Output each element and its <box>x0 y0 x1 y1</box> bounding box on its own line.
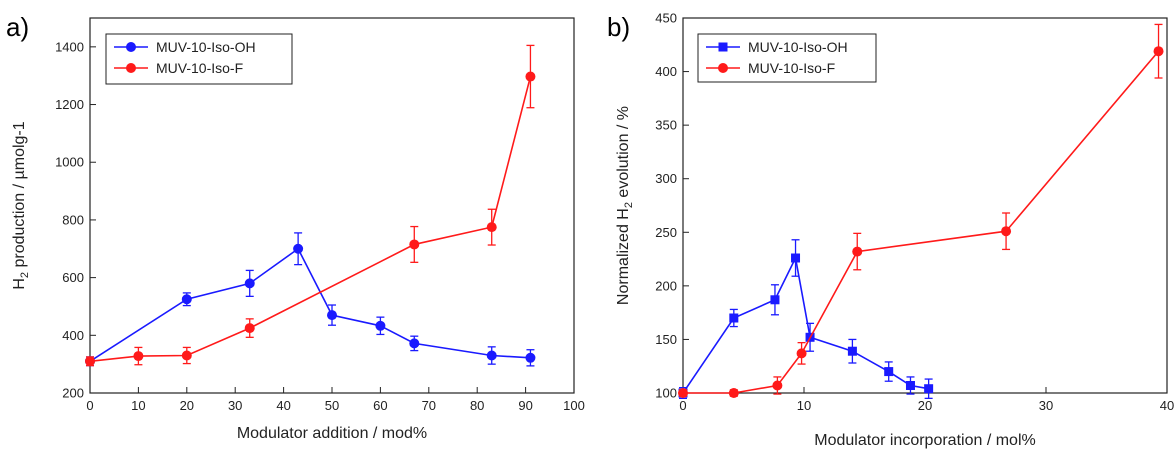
data-point <box>327 310 337 320</box>
legend-marker <box>719 43 728 52</box>
y-tick-label: 400 <box>62 328 84 343</box>
y-tick-label: 800 <box>62 212 84 227</box>
y-axis-label: H2 production / µmolg-1 <box>11 121 31 289</box>
data-point <box>293 244 303 254</box>
data-point <box>133 351 143 361</box>
y-axis-label-rest: production / µmolg-1 <box>11 121 28 272</box>
data-point <box>1154 46 1164 56</box>
x-tick-label: 50 <box>325 398 339 413</box>
x-tick-label: 80 <box>470 398 484 413</box>
y-tick-label: 1200 <box>55 97 84 112</box>
y-tick-label: 100 <box>655 386 677 401</box>
y-tick-label: 1400 <box>55 39 84 54</box>
x-axis-label: Modulator incorporation / mol% <box>814 432 1035 449</box>
data-point <box>906 381 915 390</box>
panel-a-letter: a) <box>6 12 29 42</box>
series-line <box>90 249 530 362</box>
y-tick-label: 250 <box>655 225 677 240</box>
data-point <box>797 348 807 358</box>
data-point <box>525 353 535 363</box>
data-point <box>884 367 893 376</box>
series-a-2 <box>85 45 535 366</box>
data-point <box>487 222 497 232</box>
data-point <box>525 72 535 82</box>
series-line <box>683 51 1159 393</box>
y-tick-label: 450 <box>655 11 677 26</box>
y-tick-label: 600 <box>62 270 84 285</box>
x-tick-label: 100 <box>563 398 585 413</box>
x-tick-label: 30 <box>228 398 242 413</box>
legend-marker <box>126 42 136 52</box>
panel-b-letter: b) <box>607 12 630 42</box>
data-point <box>852 247 862 257</box>
x-tick-label: 90 <box>518 398 532 413</box>
legend-b: MUV-10-Iso-OH MUV-10-Iso-F <box>698 34 876 82</box>
data-point <box>924 384 933 393</box>
data-point <box>848 347 857 356</box>
panel-b-chart: b) 0 10 20 30 40 100 150 200 250 300 350 400 450 Modu… <box>607 11 1174 450</box>
legend-marker <box>126 63 136 73</box>
data-point <box>772 381 782 391</box>
y-tick-label: 1000 <box>55 155 84 170</box>
data-point <box>1001 226 1011 236</box>
legend-label: MUV-10-Iso-OH <box>156 39 256 55</box>
x-tick-label: 20 <box>918 398 932 413</box>
y-axis-label: Normalized H2 evolution / % <box>615 106 635 305</box>
data-point <box>729 314 738 323</box>
y-tick-label: 350 <box>655 118 677 133</box>
data-point <box>791 254 800 263</box>
legend-label: MUV-10-Iso-F <box>748 60 835 76</box>
data-point <box>85 356 95 366</box>
y-tick-label: 200 <box>655 278 677 293</box>
data-point <box>678 388 688 398</box>
data-point <box>245 323 255 333</box>
x-tick-label: 30 <box>1039 398 1053 413</box>
x-tick-label: 40 <box>1160 398 1174 413</box>
data-point <box>770 295 779 304</box>
data-point <box>182 294 192 304</box>
y-tick-label: 150 <box>655 332 677 347</box>
legend-label: MUV-10-Iso-F <box>156 60 243 76</box>
y-tick-label: 200 <box>62 386 84 401</box>
data-point <box>375 321 385 331</box>
data-point <box>409 338 419 348</box>
legend-marker <box>718 63 728 73</box>
panel-a-chart: a) 0 10 20 30 40 50 60 70 80 90 100 200 400 600 800 100… <box>6 12 585 442</box>
y-axis-label-main: Normalized H <box>615 208 632 305</box>
x-tick-label: 20 <box>180 398 194 413</box>
x-axis-label: Modulator addition / mod% <box>237 425 427 442</box>
x-tick-label: 70 <box>422 398 436 413</box>
x-tick-label: 0 <box>679 398 686 413</box>
x-tick-label: 0 <box>86 398 93 413</box>
data-point <box>409 239 419 249</box>
x-tick-label: 10 <box>797 398 811 413</box>
series-b-1 <box>679 240 934 399</box>
legend-a: MUV-10-Iso-OH MUV-10-Iso-F <box>106 34 292 84</box>
data-point <box>182 351 192 361</box>
series-a-1 <box>85 233 535 366</box>
x-tick-label: 60 <box>373 398 387 413</box>
y-tick-label: 300 <box>655 171 677 186</box>
legend-label: MUV-10-Iso-OH <box>748 39 848 55</box>
x-tick-label: 10 <box>131 398 145 413</box>
y-axis-label-rest: evolution / % <box>615 106 632 202</box>
y-tick-label: 400 <box>655 64 677 79</box>
data-point <box>487 351 497 361</box>
data-point <box>729 388 739 398</box>
x-tick-label: 40 <box>276 398 290 413</box>
y-axis-label-main: H <box>11 278 28 290</box>
data-point <box>245 278 255 288</box>
